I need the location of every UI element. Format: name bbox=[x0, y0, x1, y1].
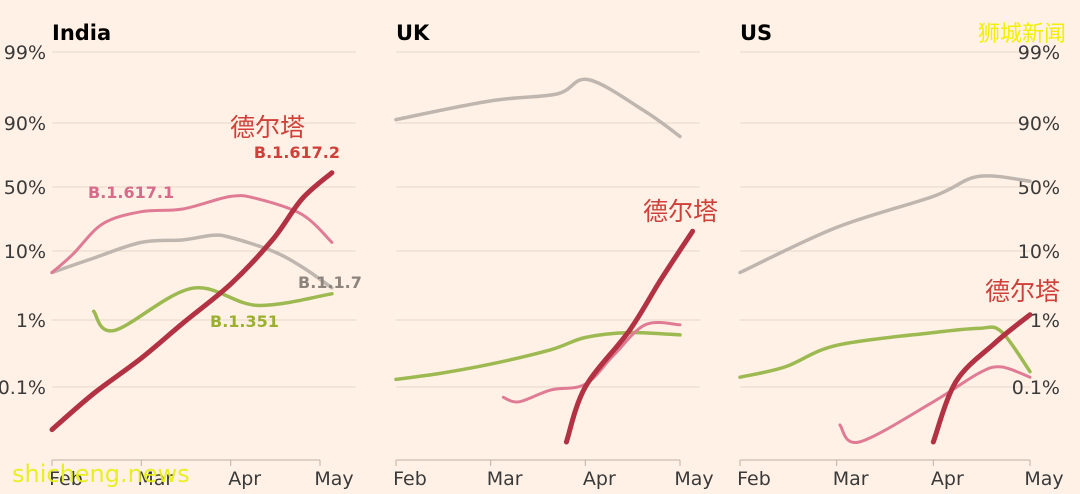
watermark-bottom: shicheng.news bbox=[12, 460, 190, 488]
y-tick-label-right: 10% bbox=[1018, 241, 1060, 263]
y-tick-label-left: 50% bbox=[4, 177, 46, 199]
series-line-delta bbox=[49, 170, 335, 433]
y-tick-label-left: 1% bbox=[16, 310, 46, 332]
series-line-b117 bbox=[738, 174, 1032, 275]
series-line-b117 bbox=[50, 233, 334, 290]
y-tick-label-right: 1% bbox=[1030, 310, 1060, 332]
x-tick-label: Mar bbox=[833, 468, 869, 490]
series-label: B.1.617.2 bbox=[254, 143, 340, 162]
x-tick-label: May bbox=[1024, 468, 1063, 490]
y-tick-label-left: 0.1% bbox=[0, 377, 46, 399]
series-line-b1351 bbox=[738, 325, 1032, 379]
series-line-delta bbox=[930, 312, 1033, 445]
series-label: 德尔塔 bbox=[643, 197, 718, 226]
y-tick-label-left: 99% bbox=[4, 42, 46, 64]
series-label: B.1.1.7 bbox=[298, 273, 362, 292]
series-line-b117 bbox=[394, 77, 682, 139]
series-label: B.1.617.1 bbox=[88, 183, 174, 202]
panel-title-us: US bbox=[740, 21, 772, 45]
series-label: 德尔塔 bbox=[985, 277, 1060, 306]
y-tick-label-right: 99% bbox=[1018, 42, 1060, 64]
series-line-delta bbox=[563, 228, 696, 445]
panel-title-uk: UK bbox=[396, 21, 430, 45]
y-tick-label-right: 90% bbox=[1018, 113, 1060, 135]
panel-title-india: India bbox=[52, 21, 111, 45]
series-line-b1351 bbox=[91, 286, 334, 333]
x-tick-label: Mar bbox=[137, 468, 173, 490]
x-tick-label: Apr bbox=[583, 468, 616, 490]
x-tick-label: Apr bbox=[228, 468, 261, 490]
x-tick-label: May bbox=[314, 468, 353, 490]
watermark-top: 狮城新闻 bbox=[977, 22, 1066, 47]
x-tick-label: Feb bbox=[393, 468, 427, 490]
x-tick-label: May bbox=[674, 468, 713, 490]
y-tick-label-right: 0.1% bbox=[1012, 377, 1060, 399]
series-line-b1351 bbox=[394, 330, 682, 382]
x-tick-label: Feb bbox=[49, 468, 83, 490]
x-tick-label: Feb bbox=[737, 468, 771, 490]
x-tick-label: Mar bbox=[487, 468, 523, 490]
series-label: B.1.351 bbox=[210, 312, 279, 331]
y-tick-label-left: 10% bbox=[4, 241, 46, 263]
series-label: 德尔塔 bbox=[230, 113, 305, 142]
series-line-b16171 bbox=[50, 194, 334, 274]
y-tick-label-left: 90% bbox=[4, 113, 46, 135]
x-tick-label: Apr bbox=[931, 468, 964, 490]
